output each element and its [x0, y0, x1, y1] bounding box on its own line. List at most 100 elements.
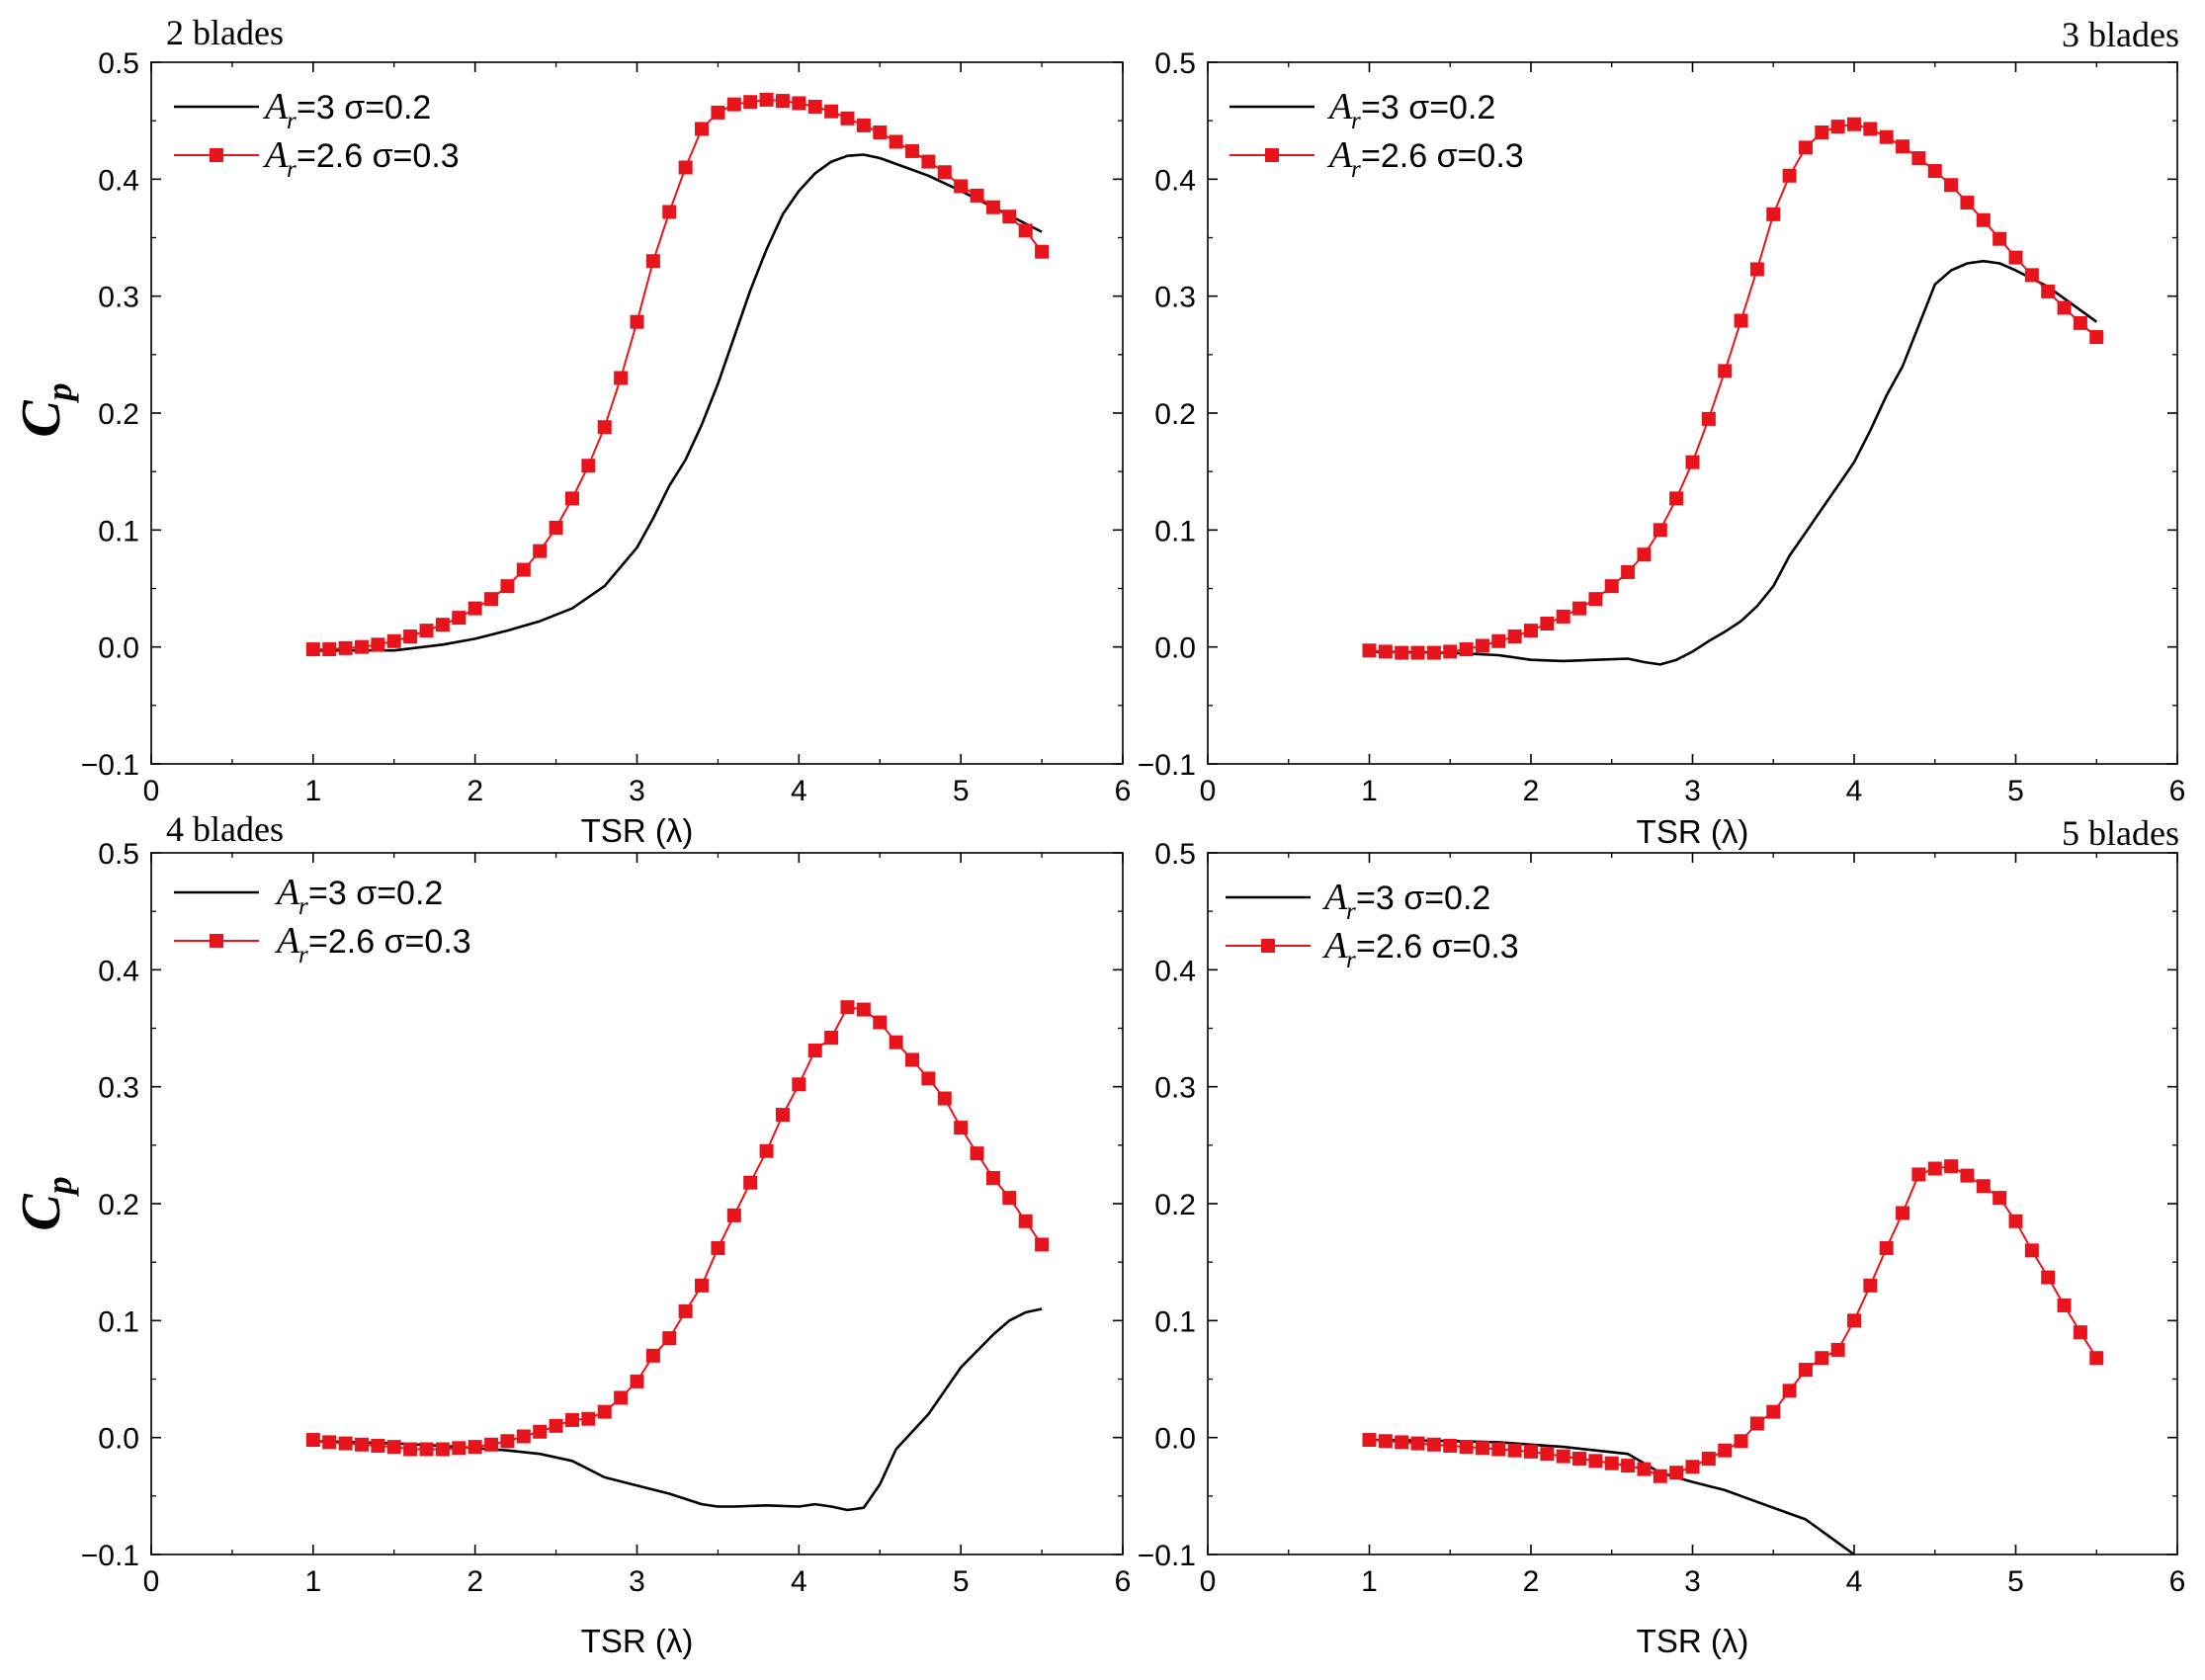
legend-entry-2: Ar =2.6 σ=0.3 [174, 920, 471, 968]
series-line [312, 98, 1043, 650]
data-point [419, 1442, 434, 1457]
x-tick-label: 6 [1115, 775, 1132, 807]
y-axis-label-1: Cp [11, 382, 79, 437]
legend-subscript: r [1351, 156, 1361, 183]
data-point [386, 633, 401, 648]
data-point [1540, 617, 1555, 630]
legend: Ar =3 σ=0.2Ar =2.6 σ=0.3 [1226, 877, 1519, 973]
y-tick-label: 0.1 [1154, 515, 1196, 547]
data-point [695, 1278, 710, 1293]
data-point [1604, 579, 1619, 594]
legend-subscript: r [298, 893, 308, 920]
legend-entry-2: Ar =2.6 σ=0.3 [174, 134, 460, 183]
y-tick-label: 0.5 [98, 47, 139, 80]
legend-text: =3 σ=0.2 [1356, 880, 1490, 917]
data-point [662, 205, 677, 219]
legend-symbol: A [262, 86, 289, 127]
series-1 [1369, 259, 2098, 666]
data-point [1443, 1438, 1458, 1453]
data-point [1410, 645, 1425, 660]
x-tick-label: 2 [1523, 1565, 1540, 1598]
data-point [921, 1071, 936, 1086]
legend-subscript: r [287, 156, 297, 183]
data-point [1944, 178, 1959, 193]
data-point [1863, 1278, 1878, 1293]
data-point [1556, 1449, 1570, 1464]
panel-title: 3 blades [2062, 15, 2179, 54]
y-tick-label: 0.5 [1154, 838, 1196, 871]
data-point [630, 314, 644, 329]
data-point [1621, 564, 1636, 579]
data-point [500, 579, 515, 594]
data-point [856, 1002, 871, 1017]
y-tick-label: −0.1 [1138, 1540, 1196, 1572]
data-point [678, 160, 693, 175]
data-point [516, 1429, 531, 1444]
panel-title: 4 blades [166, 809, 284, 849]
x-axis-label: TSR (λ) [581, 1623, 694, 1659]
data-point [1766, 1404, 1781, 1419]
chart-panel-1: 0 1 2 3 4 5 6 −0.1 0.0 0.1 0.2 0.3 0.4 0.5 TSR (λ) 2 bl… [81, 13, 1132, 849]
legend-symbol: A [1326, 86, 1353, 127]
data-point [759, 1143, 774, 1158]
data-point [824, 104, 839, 119]
series-line [1369, 123, 2097, 654]
data-point [1475, 638, 1489, 653]
series-line [312, 1307, 1043, 1512]
series-2 [305, 92, 1050, 657]
y-axis-label-main: C [11, 1194, 72, 1231]
data-point [322, 642, 337, 657]
data-point [1018, 1214, 1033, 1228]
data-point [889, 1035, 903, 1050]
y-tick-label: 0.1 [98, 515, 139, 547]
x-tick-label: 3 [1684, 775, 1701, 807]
data-point [1459, 642, 1474, 657]
data-point [1718, 1443, 1733, 1458]
data-point [484, 592, 499, 607]
data-point [581, 459, 596, 473]
data-point [1491, 633, 1506, 648]
data-point [1685, 1460, 1700, 1474]
x-tick-label: 2 [466, 1565, 483, 1598]
x-tick-label: 3 [629, 775, 645, 807]
data-point [1896, 139, 1910, 154]
data-point [1637, 1462, 1652, 1476]
legend-symbol: A [262, 134, 289, 176]
y-tick-label: 0.0 [98, 632, 139, 665]
data-point [1685, 455, 1700, 469]
legend-entry-1: Ar =3 σ=0.2 [174, 872, 443, 920]
data-point [630, 1374, 644, 1388]
data-point [2041, 284, 2056, 298]
data-point [2008, 1214, 2023, 1228]
data-point [759, 92, 774, 107]
y-tick-label: 0.0 [1154, 632, 1196, 665]
data-point [371, 637, 385, 652]
legend-text: =3 σ=0.2 [308, 875, 443, 912]
data-point [954, 1121, 969, 1135]
panel-title: 5 blades [2062, 813, 2179, 853]
data-point [1556, 609, 1570, 624]
data-point [354, 1437, 369, 1452]
data-point [645, 254, 660, 269]
y-tick-label: 0.3 [1154, 282, 1196, 314]
data-point [1993, 231, 2007, 246]
legend-symbol: A [1321, 925, 1348, 966]
data-point [1669, 491, 1684, 506]
legend-entry-1: Ar =3 σ=0.2 [174, 86, 431, 134]
legend-entry-2: Ar =2.6 σ=0.3 [1226, 925, 1519, 973]
legend-entry-2: Ar =2.6 σ=0.3 [1230, 134, 1524, 183]
series-1 [312, 1307, 1043, 1512]
data-point [1362, 643, 1377, 658]
data-point [1378, 1434, 1393, 1449]
legend-marker [1265, 148, 1279, 162]
data-point [678, 1303, 693, 1318]
legend-text: =2.6 σ=0.3 [1356, 928, 1519, 966]
data-point [435, 1442, 450, 1457]
x-tick-label: 4 [791, 775, 807, 807]
data-point [905, 1052, 920, 1067]
series-line [312, 1006, 1043, 1451]
data-point [921, 154, 936, 169]
data-point [1896, 1206, 1910, 1220]
data-point [500, 1434, 515, 1449]
